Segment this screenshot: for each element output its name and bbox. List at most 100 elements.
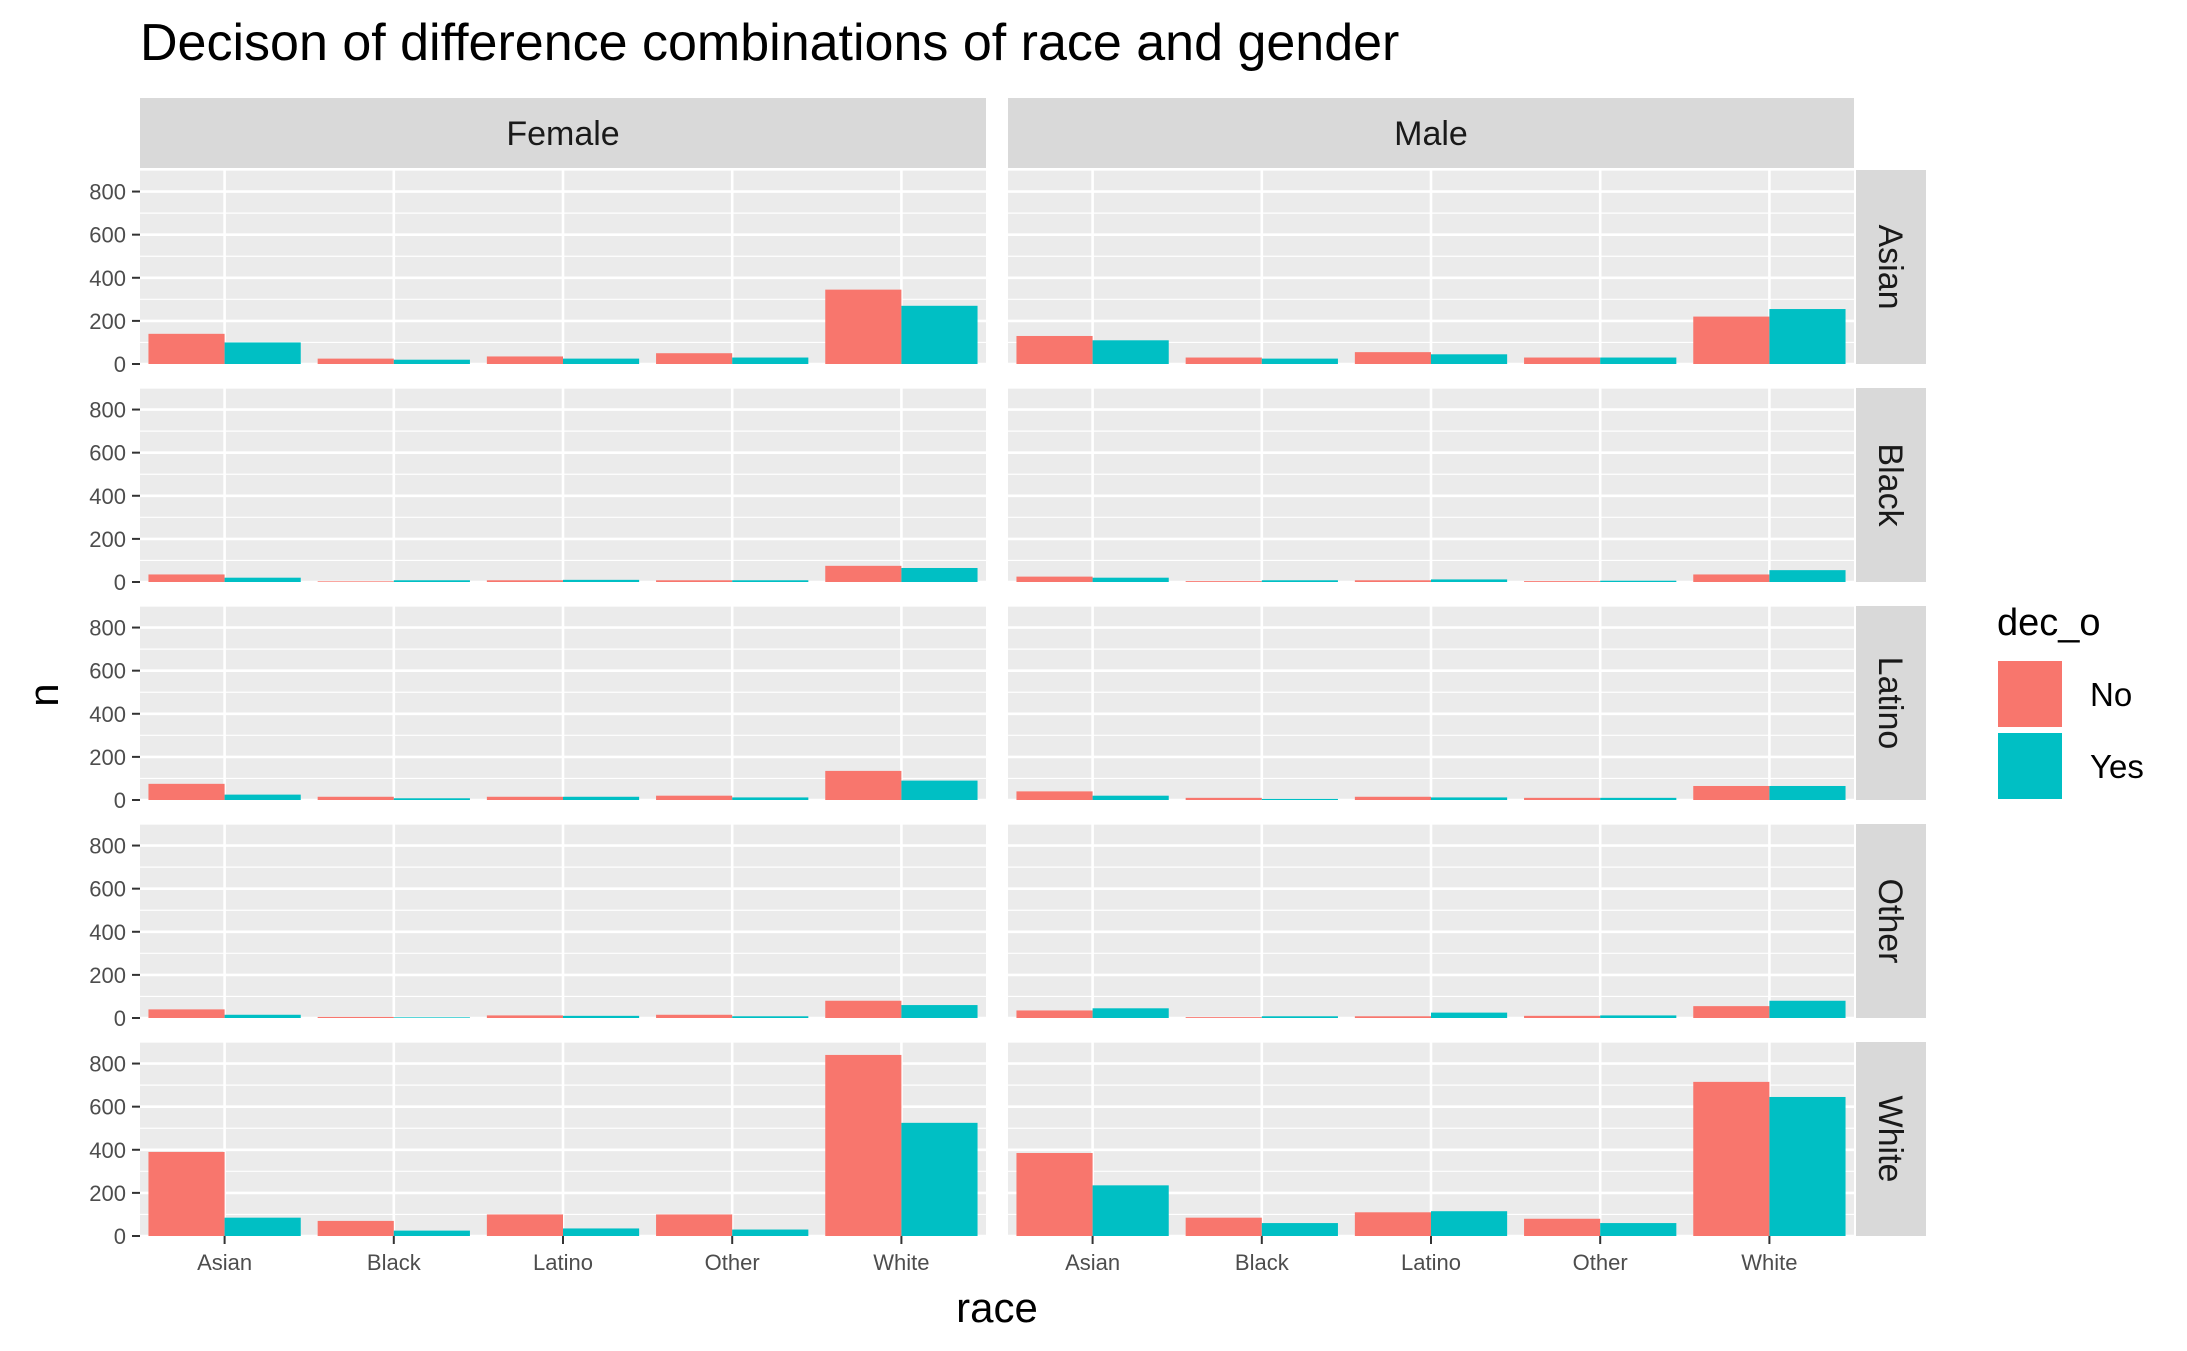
- strip-label-latino: Latino: [1871, 657, 1909, 750]
- bar-male-black-white-no: [1693, 574, 1770, 582]
- strip-label-white: White: [1871, 1096, 1909, 1183]
- bar-female-white-white-yes: [901, 1122, 978, 1236]
- strip-latino: Latino: [1856, 606, 1926, 800]
- bar-male-black-black-no: [1185, 581, 1262, 582]
- bar-male-white-white-no: [1693, 1081, 1770, 1236]
- bar-male-latino-other-yes: [1600, 797, 1677, 800]
- bar-female-latino-white-yes: [901, 780, 978, 800]
- bar-male-other-other-yes: [1600, 1015, 1677, 1018]
- bar-female-asian-latino-yes: [563, 358, 640, 364]
- bar-male-white-asian-no: [1016, 1153, 1093, 1236]
- bar-female-other-white-no: [825, 1000, 902, 1018]
- bar-female-black-white-no: [825, 565, 902, 582]
- y-tick-label: 400: [89, 702, 126, 727]
- bar-female-other-other-no: [656, 1014, 733, 1018]
- bar-female-white-latino-no: [486, 1214, 563, 1236]
- y-tick-label: 200: [89, 1181, 126, 1206]
- strip-female: Female: [140, 98, 986, 168]
- bar-male-black-latino-yes: [1431, 579, 1508, 582]
- bar-male-asian-other-no: [1524, 357, 1601, 364]
- panel-male-white: [1008, 1041, 1854, 1238]
- bar-male-black-black-yes: [1261, 580, 1338, 582]
- x-axes: Asian Black Latino Other White Asian Black Lati…: [197, 1236, 1798, 1275]
- y-tick-label: 200: [89, 745, 126, 770]
- bar-male-white-black-no: [1185, 1217, 1262, 1236]
- bar-male-latino-black-no: [1185, 797, 1262, 800]
- bar-male-asian-black-yes: [1261, 358, 1338, 364]
- bar-male-black-asian-no: [1016, 576, 1093, 582]
- panel-female-other: [140, 823, 986, 1020]
- bar-male-white-white-yes: [1769, 1096, 1846, 1236]
- strip-other: Other: [1856, 824, 1926, 1018]
- legend-key-no: [1996, 659, 2064, 729]
- bar-female-asian-white-no: [825, 289, 902, 364]
- bar-male-latino-latino-no: [1354, 796, 1431, 800]
- x-tick-label-latino: Latino: [533, 1250, 593, 1275]
- strip-background: [140, 98, 986, 168]
- legend-item-no: No: [1996, 659, 2132, 729]
- bar-female-black-other-yes: [732, 580, 809, 582]
- strip-background: [1856, 606, 1926, 800]
- bar-female-black-black-no: [317, 581, 394, 582]
- bar-male-white-asian-yes: [1092, 1185, 1169, 1236]
- bar-female-latino-latino-yes: [563, 796, 640, 800]
- y-axes: 0 200 400 600 800 0 200 400 600 800 0 200 400 600 800 0…: [89, 180, 140, 1249]
- y-tick-label: 200: [89, 527, 126, 552]
- y-tick-label: 0: [114, 1006, 126, 1031]
- bar-male-asian-white-no: [1693, 316, 1770, 364]
- y-tick-label: 0: [114, 788, 126, 813]
- bar-male-other-latino-yes: [1431, 1012, 1508, 1018]
- bar-female-asian-black-no: [317, 358, 394, 364]
- bar-male-white-other-no: [1524, 1218, 1601, 1236]
- facet-panels: [140, 169, 1854, 1238]
- bar-female-latino-asian-yes: [224, 794, 301, 800]
- bar-male-black-other-no: [1524, 581, 1601, 582]
- strip-label-other: Other: [1871, 878, 1909, 963]
- y-tick-label: 600: [89, 441, 126, 466]
- panel-male-black: [1008, 387, 1854, 584]
- y-tick-label: 200: [89, 309, 126, 334]
- bar-male-latino-asian-yes: [1092, 795, 1169, 800]
- bar-female-asian-white-yes: [901, 305, 978, 364]
- bar-male-black-asian-yes: [1092, 577, 1169, 582]
- bar-female-asian-latino-no: [486, 356, 563, 364]
- bar-male-white-black-yes: [1261, 1223, 1338, 1236]
- bar-male-other-white-no: [1693, 1006, 1770, 1018]
- bar-female-white-other-no: [656, 1214, 733, 1236]
- facet-strips: Female Male Asian Black Latino Other White: [140, 98, 1926, 1236]
- panel-male-other: [1008, 823, 1854, 1020]
- bar-female-latino-other-no: [656, 795, 733, 800]
- bar-male-asian-white-yes: [1769, 309, 1846, 364]
- panel-female-black: [140, 387, 986, 584]
- y-tick-label: 0: [114, 352, 126, 377]
- strip-label-asian: Asian: [1871, 224, 1909, 309]
- bar-female-white-black-yes: [393, 1230, 470, 1236]
- y-tick-label: 800: [89, 616, 126, 641]
- bar-male-white-latino-yes: [1431, 1211, 1508, 1236]
- bar-male-other-latino-no: [1354, 1016, 1431, 1018]
- y-tick-label: 0: [114, 1224, 126, 1249]
- panel-female-white: [140, 1041, 986, 1238]
- x-tick-label-white: White: [1741, 1250, 1797, 1275]
- bar-female-other-other-yes: [732, 1016, 809, 1018]
- y-tick-label: 600: [89, 1095, 126, 1120]
- bar-female-other-white-yes: [901, 1005, 978, 1018]
- bar-female-asian-asian-no: [148, 333, 225, 364]
- bar-female-white-latino-yes: [563, 1228, 640, 1236]
- bar-male-asian-asian-no: [1016, 335, 1093, 364]
- y-tick-label: 600: [89, 223, 126, 248]
- x-axis-title: race: [956, 1284, 1038, 1331]
- strip-label-female: Female: [506, 115, 619, 153]
- y-tick-label: 800: [89, 180, 126, 205]
- bar-male-latino-white-no: [1693, 785, 1770, 800]
- x-tick-label-other: Other: [1573, 1250, 1628, 1275]
- strip-asian: Asian: [1856, 170, 1926, 364]
- bar-female-white-white-no: [825, 1054, 902, 1236]
- bar-female-latino-latino-no: [486, 796, 563, 800]
- bar-female-asian-other-yes: [732, 357, 809, 364]
- bar-female-latino-asian-no: [148, 783, 225, 800]
- bar-male-white-other-yes: [1600, 1223, 1677, 1236]
- bar-female-white-asian-no: [148, 1151, 225, 1236]
- strip-background: [1856, 1042, 1926, 1236]
- bar-female-asian-black-yes: [393, 359, 470, 364]
